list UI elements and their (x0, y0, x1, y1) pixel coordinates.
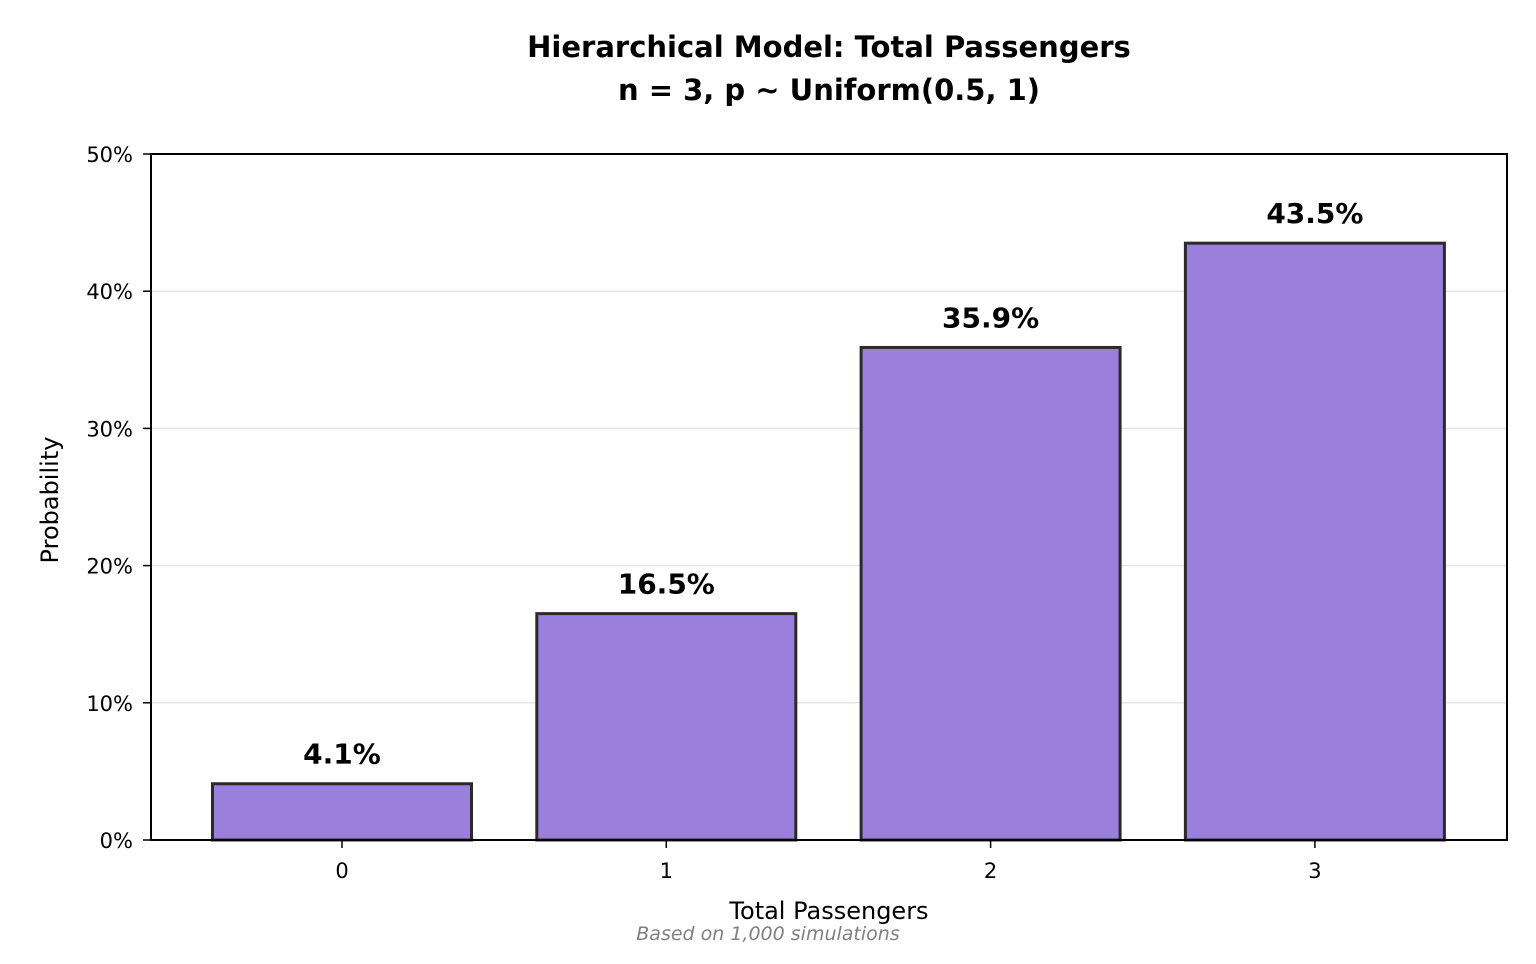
bar-value-labels: 4.1% 16.5% 35.9% 43.5% (303, 197, 1363, 771)
y-tick-label: 0% (100, 829, 133, 853)
bar-1 (535, 612, 798, 842)
x-tick-label: 3 (1308, 859, 1321, 883)
bar-2 (859, 345, 1122, 842)
x-tick-label: 2 (984, 859, 997, 883)
x-tick-label: 1 (660, 859, 673, 883)
y-tick-label: 30% (86, 417, 133, 441)
y-tick-label: 10% (86, 692, 133, 716)
bars (211, 241, 1446, 842)
y-tick-label: 20% (86, 555, 133, 579)
bar-value-label: 35.9% (942, 301, 1039, 334)
x-tick-label: 0 (335, 859, 348, 883)
y-tick-label: 50% (86, 143, 133, 167)
x-axis-ticks: 0 1 2 3 (335, 840, 1322, 883)
x-axis-label: Total Passengers (728, 897, 928, 925)
bar-value-label: 4.1% (303, 738, 381, 771)
y-tick-label: 40% (86, 280, 133, 304)
chart-subtitle: n = 3, p ~ Uniform(0.5, 1) (618, 73, 1040, 107)
plot-frame (150, 153, 1508, 841)
chart-title: Hierarchical Model: Total Passengers (527, 30, 1131, 64)
y-axis-ticks: 0% 10% 20% 30% 40% 50% (86, 143, 151, 853)
bar-0 (211, 782, 473, 842)
bar-value-label: 43.5% (1266, 197, 1363, 230)
y-axis-label: Probability (36, 437, 64, 564)
bar-value-label: 16.5% (618, 568, 715, 601)
bar-3 (1183, 241, 1446, 842)
footnote: Based on 1,000 simulations (636, 923, 900, 945)
